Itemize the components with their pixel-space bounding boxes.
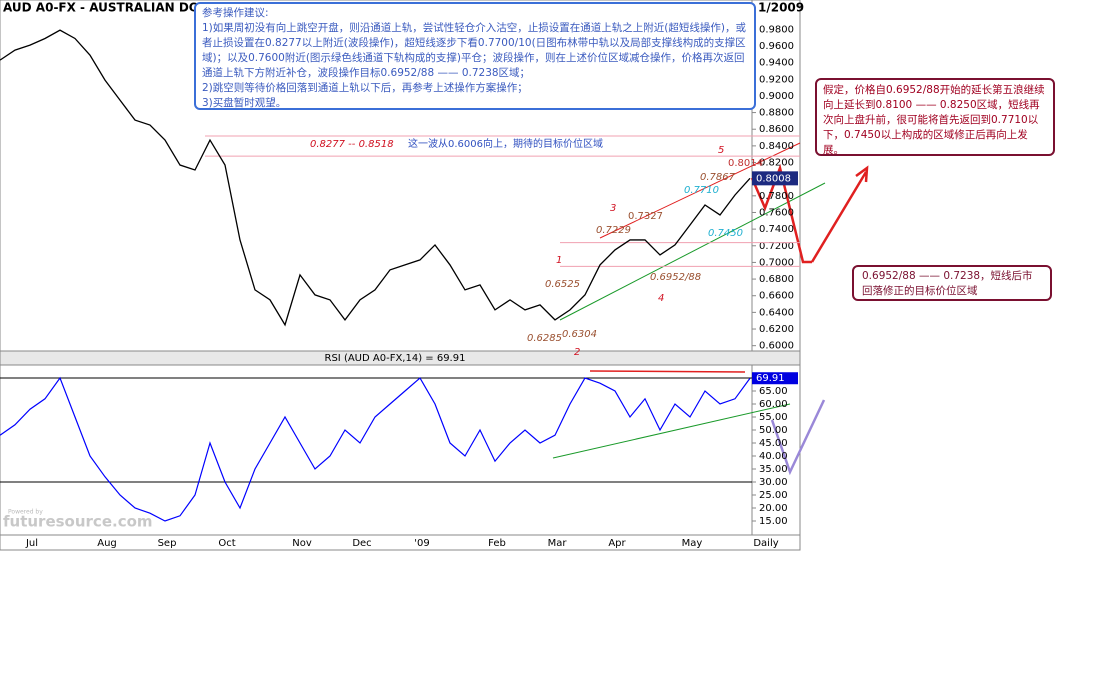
last-price-box [752, 171, 798, 186]
last-price-label: 0.8008 [756, 173, 791, 184]
y-tick-label: 60.00 [759, 399, 788, 410]
note-text: 假定，价格自0.6952/88开始的延长第五浪继续向上延长到0.8100 —— … [823, 84, 1045, 156]
y-tick-label: 0.6800 [759, 274, 794, 285]
note-box: 0.6952/88 —— 0.7238，短线后市回落修正的目标价位区域 [852, 265, 1052, 301]
note-box: 假定，价格自0.6952/88开始的延长第五浪继续向上延长到0.8100 —— … [815, 78, 1055, 156]
annotation: 4 [658, 293, 664, 304]
advice-line: 3)买盘暂时观望。 [202, 97, 287, 109]
y-tick-label: 55.00 [759, 412, 788, 423]
price-line [0, 29, 751, 327]
channel-line [599, 142, 801, 239]
arrow [750, 163, 812, 264]
x-tick-label: Mar [548, 538, 568, 549]
annotation: 0.7710 [684, 185, 719, 196]
y-tick-label: 15.00 [759, 516, 788, 527]
y-tick-label: 0.6400 [759, 307, 794, 318]
rsi-last-label: 69.91 [756, 373, 785, 384]
annotation: 0.8277 -- 0.8518 [310, 139, 394, 150]
annotation: 这一波从0.6006向上，期待的目标价位区域 [408, 137, 603, 150]
y-tick-label: 0.9800 [759, 24, 794, 35]
y-tick-label: 0.9000 [759, 91, 794, 102]
y-tick-label: 0.8400 [759, 141, 794, 152]
watermark: futuresource.com [3, 513, 153, 531]
trend-line [552, 403, 791, 459]
y-tick-label: 0.9400 [759, 58, 794, 69]
x-tick-label: Aug [97, 538, 117, 549]
advice-box: 参考操作建议: 1)如果周初没有向上跳空开盘，则沿通道上轨，尝试性轻仓介入沽空，止… [194, 2, 756, 110]
annotation: 0.7327 [628, 211, 663, 222]
rsi-header [0, 350, 801, 366]
advice-line: 2)跳空则等待价格回落到通道上轨以下后，再参考上述操作方案操作； [202, 82, 528, 94]
annotation: 0.6304 [562, 329, 597, 340]
annotation: 2 [574, 347, 580, 358]
trend-line [589, 370, 746, 373]
annotation: 5 [718, 145, 724, 156]
y-tick-label: 0.7600 [759, 207, 794, 218]
annotation: 0.6285 [527, 333, 562, 344]
y-tick-label: 0.9200 [759, 74, 794, 85]
x-tick-label: '09 [414, 538, 429, 549]
y-tick-label: 50.00 [759, 425, 788, 436]
y-tick-label: 65.00 [759, 386, 788, 397]
advice-line: 1)如果周初没有向上跳空开盘，则沿通道上轨，尝试性轻仓介入沽空，止损设置在通道上… [202, 22, 746, 79]
date-label: 1/2009 [758, 1, 804, 15]
y-tick-label: 0.7200 [759, 241, 794, 252]
x-tick-label: Apr [608, 538, 626, 549]
annotation: 3 [610, 203, 616, 214]
x-tick-label: Feb [488, 538, 506, 549]
annotation: 0.6952/88 [650, 272, 701, 283]
arrow [810, 165, 869, 263]
annotation: 1 [556, 255, 562, 266]
y-tick-label: 45.00 [759, 438, 788, 449]
y-tick-label: 0.6200 [759, 324, 794, 335]
y-tick-label: 0.8800 [759, 108, 794, 119]
y-tick-label: 35.00 [759, 464, 788, 475]
annotation: 0.6525 [545, 279, 580, 290]
y-tick-label: 0.6000 [759, 341, 794, 352]
y-tick-label: 0.7000 [759, 257, 794, 268]
advice-line: 参考操作建议: [202, 7, 269, 19]
y-tick-label: 30.00 [759, 477, 788, 488]
y-tick-label: 40.00 [759, 451, 788, 462]
x-tick-label: Sep [158, 538, 177, 549]
annotation: 0.8014 [728, 158, 763, 169]
annotation: 0.7229 [596, 225, 631, 236]
y-tick-label: 0.8200 [759, 158, 794, 169]
watermark: Powered by [8, 509, 43, 516]
annotation: 0.7450 [708, 228, 743, 239]
y-tick-label: 0.9600 [759, 41, 794, 52]
rsi-line [0, 376, 751, 522]
x-tick-label: Nov [292, 538, 312, 549]
y-tick-label: 20.00 [759, 503, 788, 514]
y-tick-label: 25.00 [759, 490, 788, 501]
x-tick-label: Oct [218, 538, 235, 549]
y-tick-label: 0.8600 [759, 124, 794, 135]
y-tick-label: 0.7400 [759, 224, 794, 235]
x-tick-label: May [682, 538, 703, 549]
period-label: Daily [753, 538, 778, 549]
rsi-label: RSI (AUD A0-FX,14) = 69.91 [325, 353, 466, 364]
x-tick-label: Jul [25, 538, 38, 549]
y-tick-label: 0.7800 [759, 191, 794, 202]
channel-line [559, 182, 826, 321]
projection [770, 399, 826, 476]
note-text: 0.6952/88 —— 0.7238，短线后市回落修正的目标价位区域 [862, 270, 1033, 297]
annotation: 0.7867 [700, 172, 736, 183]
y-tick-label: 0.6600 [759, 291, 794, 302]
x-tick-label: Dec [352, 538, 371, 549]
chart-title: AUD A0-FX - AUSTRALIAN DOLLAR [3, 1, 233, 15]
rsi-last-box [752, 372, 798, 385]
